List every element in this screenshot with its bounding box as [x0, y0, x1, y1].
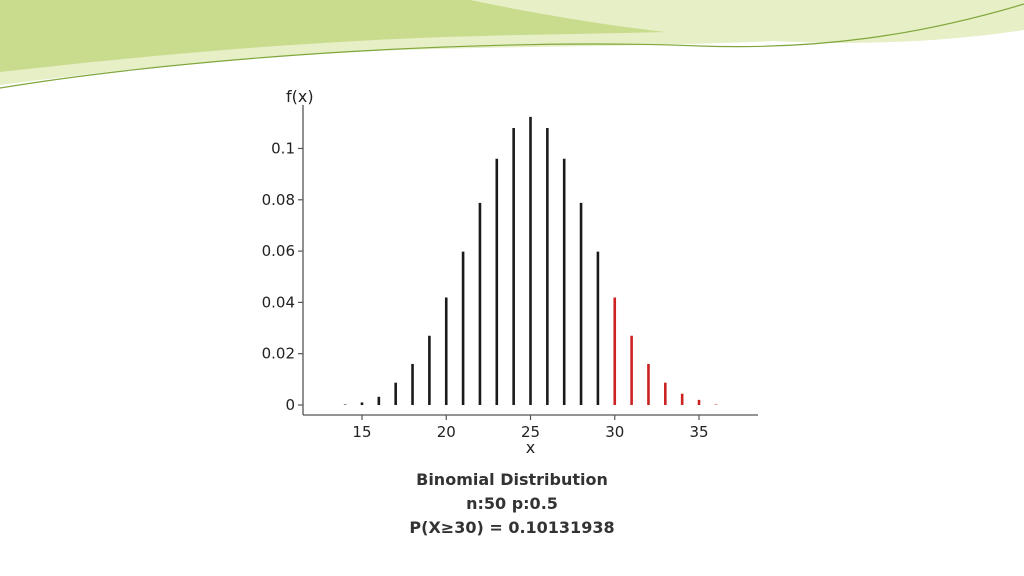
- x-tick-label: 30: [605, 423, 624, 441]
- y-tick-label: 0.04: [262, 293, 295, 311]
- x-axis-ticks: 15 20 25 30 35: [352, 415, 709, 441]
- caption-probability: P(X≥30) = 0.10131938: [409, 518, 615, 537]
- binomial-chart: 0 0.02 0.04 0.06 0.08 0.1 15 20 25 30 35 f(x) x: [262, 87, 758, 457]
- y-axis-ticks: 0 0.02 0.04 0.06 0.08 0.1: [262, 139, 303, 414]
- y-tick-label: 0.08: [262, 191, 295, 209]
- x-tick-label: 35: [689, 423, 708, 441]
- y-tick-label: 0.06: [262, 242, 295, 260]
- x-tick-label: 25: [521, 423, 540, 441]
- y-tick-label: 0.1: [271, 139, 295, 157]
- decorative-banner: [0, 0, 1024, 89]
- y-tick-label: 0: [285, 396, 295, 414]
- caption-parameters: n:50 p:0.5: [466, 494, 558, 513]
- chart-caption: Binomial Distribution n:50 p:0.5 P(X≥30)…: [362, 468, 662, 540]
- y-axis-label: f(x): [286, 87, 314, 106]
- banner-line: [0, 3, 1024, 89]
- bars: [343, 116, 718, 405]
- y-tick-label: 0.02: [262, 345, 295, 363]
- x-axis-label: x: [526, 438, 535, 457]
- caption-distribution-name: Binomial Distribution: [416, 470, 608, 489]
- banner-right-swoosh: [470, 0, 1024, 43]
- x-tick-label: 15: [352, 423, 371, 441]
- x-tick-label: 20: [437, 423, 456, 441]
